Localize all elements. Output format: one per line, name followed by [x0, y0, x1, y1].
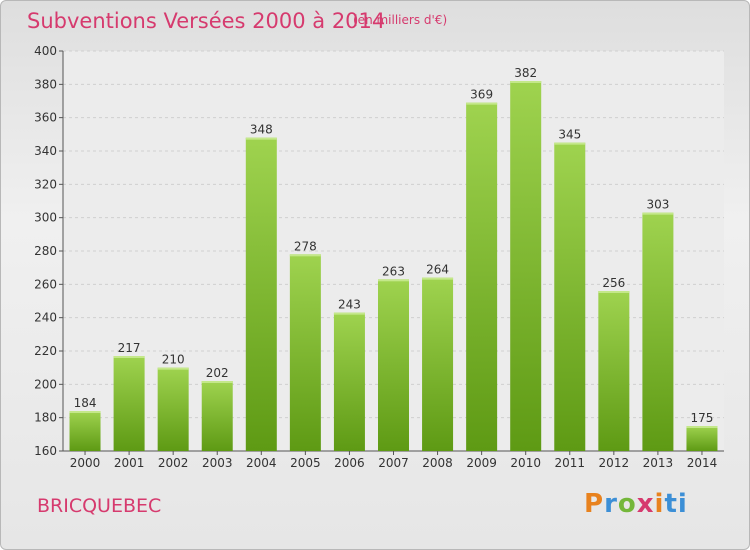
- town-name: BRICQUEBEC: [37, 495, 162, 517]
- x-tick-label: 2001: [114, 456, 145, 470]
- y-tick-label: 180: [34, 411, 57, 425]
- bar-highlight: [289, 254, 321, 257]
- bar-highlight: [69, 411, 101, 413]
- data-label: 256: [602, 276, 625, 290]
- bar: [157, 367, 189, 451]
- bar-highlight: [378, 279, 409, 282]
- bar: [245, 137, 277, 451]
- y-tick-label: 320: [34, 177, 57, 191]
- data-label: 348: [250, 123, 273, 137]
- data-label: 210: [162, 353, 185, 367]
- data-label: 345: [558, 128, 581, 142]
- y-tick-label: 360: [34, 111, 57, 125]
- chart-title: Subventions Versées 2000 à 2014: [27, 9, 386, 33]
- x-tick-label: 2012: [599, 456, 630, 470]
- bar: [201, 381, 233, 451]
- x-tick-label: 2006: [334, 456, 365, 470]
- data-label: 382: [514, 66, 537, 80]
- bar-highlight: [113, 356, 145, 358]
- bar: [69, 411, 101, 451]
- labels: 184 2000 217 2001 210 2002 202 2003 348 2004 278 20…: [70, 66, 717, 470]
- x-tick-label: 2007: [378, 456, 409, 470]
- x-tick-label: 2004: [246, 456, 277, 470]
- data-label: 175: [691, 411, 714, 425]
- data-label: 202: [206, 366, 229, 380]
- y-tick-label: 160: [34, 444, 57, 458]
- y-tick-label: 220: [34, 344, 57, 358]
- bar: [422, 277, 454, 451]
- x-tick-label: 2005: [290, 456, 321, 470]
- y-tick-label: 340: [34, 144, 57, 158]
- y-tick-label: 200: [34, 377, 57, 391]
- y-tick-label: 240: [34, 311, 57, 325]
- logo-letter: i: [654, 489, 665, 519]
- x-tick-label: 2009: [466, 456, 497, 470]
- chart-subtitle: (en milliers d'€): [353, 13, 448, 27]
- data-label: 184: [74, 396, 97, 410]
- y-tick-label: 280: [34, 244, 57, 258]
- bar: [378, 279, 409, 451]
- bar-highlight: [466, 102, 498, 105]
- y-tick-label: 400: [34, 44, 57, 58]
- bar: [510, 81, 542, 451]
- data-label: 264: [426, 263, 449, 277]
- logo-letter: x: [636, 489, 655, 519]
- bar-highlight: [686, 426, 718, 428]
- x-tick-label: 2010: [510, 456, 541, 470]
- data-label: 278: [294, 239, 317, 253]
- bar-highlight: [642, 212, 674, 215]
- data-label: 243: [338, 298, 361, 312]
- bar-highlight: [333, 312, 365, 315]
- x-tick-label: 2008: [422, 456, 453, 470]
- x-tick-label: 2011: [554, 456, 585, 470]
- x-tick-label: 2000: [70, 456, 101, 470]
- bar: [333, 312, 365, 451]
- data-label: 369: [470, 88, 493, 102]
- logo-letter: ti: [664, 489, 688, 519]
- data-label: 303: [646, 198, 669, 212]
- data-label: 263: [382, 264, 405, 278]
- proxiti-logo[interactable]: Proxiti: [584, 489, 688, 519]
- bar-highlight: [157, 367, 189, 370]
- logo-letter: P: [584, 489, 605, 519]
- x-tick-label: 2003: [202, 456, 233, 470]
- bars: [69, 81, 718, 452]
- bar: [686, 426, 718, 451]
- data-label: 217: [118, 341, 141, 355]
- bar-highlight: [245, 137, 277, 140]
- y-tick-label: 260: [34, 277, 57, 291]
- x-tick-label: 2014: [687, 456, 718, 470]
- y-tick-label: 300: [34, 211, 57, 225]
- bar-highlight: [554, 142, 586, 145]
- x-tick-label: 2002: [158, 456, 189, 470]
- logo-letter: r: [604, 489, 618, 519]
- bar-highlight: [510, 81, 542, 83]
- bar: [113, 356, 145, 451]
- bar: [289, 254, 321, 451]
- bar-highlight: [201, 381, 233, 383]
- bar: [642, 212, 674, 451]
- logo-letter: o: [617, 489, 637, 519]
- bar: [598, 291, 630, 451]
- bar-highlight: [598, 291, 630, 293]
- bar: [466, 102, 498, 452]
- bar: [554, 142, 586, 451]
- x-tick-label: 2013: [643, 456, 674, 470]
- bar-highlight: [422, 277, 454, 280]
- y-tick-label: 380: [34, 77, 57, 91]
